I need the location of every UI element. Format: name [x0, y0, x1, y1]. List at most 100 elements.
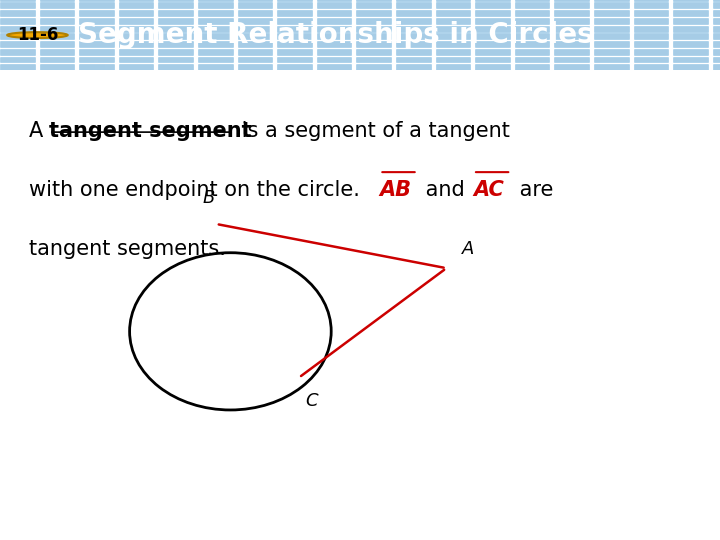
Bar — [594, 49, 629, 55]
Bar — [277, 10, 312, 16]
Bar — [198, 41, 233, 47]
Bar — [356, 64, 391, 70]
Text: B: B — [202, 189, 215, 207]
Bar — [356, 0, 391, 1]
Bar — [198, 33, 233, 39]
Bar — [198, 49, 233, 55]
Bar — [158, 18, 193, 24]
Bar — [475, 49, 510, 55]
Bar — [515, 64, 549, 70]
Bar — [554, 41, 589, 47]
Bar — [554, 64, 589, 70]
Bar — [515, 33, 549, 39]
Bar — [554, 10, 589, 16]
Text: 11-6: 11-6 — [17, 26, 58, 44]
Bar — [396, 41, 431, 47]
Bar — [436, 64, 470, 70]
Bar — [356, 18, 391, 24]
Bar — [515, 3, 549, 9]
Bar — [238, 18, 272, 24]
Bar — [119, 18, 153, 24]
Bar — [158, 41, 193, 47]
Bar — [238, 3, 272, 9]
Bar — [317, 41, 351, 47]
Bar — [0, 64, 35, 70]
Bar — [673, 64, 708, 70]
Bar — [40, 57, 74, 63]
Bar — [79, 3, 114, 9]
Text: A: A — [462, 240, 474, 258]
Text: C: C — [305, 393, 318, 410]
Bar — [238, 25, 272, 31]
Bar — [277, 64, 312, 70]
Bar — [317, 25, 351, 31]
Bar — [40, 41, 74, 47]
Bar — [0, 49, 35, 55]
Bar — [277, 33, 312, 39]
Bar — [356, 33, 391, 39]
Bar — [158, 33, 193, 39]
Bar — [396, 0, 431, 1]
Bar — [436, 0, 470, 1]
Bar — [40, 18, 74, 24]
Bar — [594, 33, 629, 39]
Bar — [238, 0, 272, 1]
Bar — [356, 25, 391, 31]
Text: tangent segments.: tangent segments. — [29, 239, 225, 259]
Bar — [158, 0, 193, 1]
Bar — [79, 33, 114, 39]
Bar — [317, 10, 351, 16]
Bar — [713, 25, 720, 31]
Bar — [634, 57, 668, 63]
Bar — [40, 25, 74, 31]
Bar — [634, 49, 668, 55]
Bar — [475, 3, 510, 9]
Bar — [673, 18, 708, 24]
Bar — [396, 57, 431, 63]
Bar — [119, 49, 153, 55]
Bar — [515, 49, 549, 55]
Bar — [396, 64, 431, 70]
Bar — [475, 0, 510, 1]
Text: with one endpoint on the circle.: with one endpoint on the circle. — [29, 180, 366, 200]
Bar — [40, 0, 74, 1]
Bar — [396, 3, 431, 9]
Text: AC: AC — [473, 180, 504, 200]
Bar — [158, 10, 193, 16]
Bar — [554, 57, 589, 63]
Bar — [79, 64, 114, 70]
Bar — [515, 10, 549, 16]
Bar — [0, 57, 35, 63]
Bar — [0, 25, 35, 31]
Bar — [277, 3, 312, 9]
Bar — [40, 3, 74, 9]
Bar — [396, 49, 431, 55]
Bar — [594, 18, 629, 24]
Bar — [594, 3, 629, 9]
Bar — [713, 10, 720, 16]
Bar — [119, 3, 153, 9]
Bar — [554, 49, 589, 55]
Bar — [634, 0, 668, 1]
Bar — [475, 41, 510, 47]
Bar — [436, 49, 470, 55]
Bar — [436, 25, 470, 31]
Bar — [158, 25, 193, 31]
Bar — [634, 33, 668, 39]
Bar — [238, 33, 272, 39]
Bar — [554, 25, 589, 31]
Bar — [713, 3, 720, 9]
Bar — [515, 57, 549, 63]
Bar — [40, 49, 74, 55]
Bar — [634, 10, 668, 16]
Bar — [475, 25, 510, 31]
Bar — [198, 25, 233, 31]
Bar — [198, 3, 233, 9]
Bar — [396, 25, 431, 31]
Bar — [277, 57, 312, 63]
Bar — [634, 41, 668, 47]
Bar — [554, 18, 589, 24]
Bar — [594, 0, 629, 1]
Bar — [673, 25, 708, 31]
Bar — [198, 57, 233, 63]
